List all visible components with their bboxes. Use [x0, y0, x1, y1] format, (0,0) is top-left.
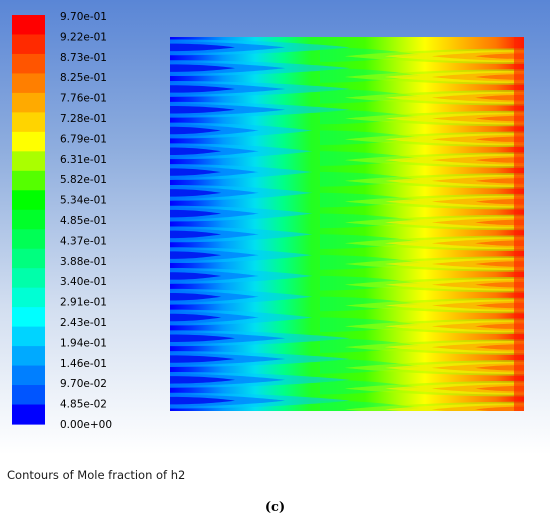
contour-band	[170, 251, 222, 259]
contour-band	[475, 219, 524, 226]
colorbar-tick-label: 0.00e+00	[60, 419, 112, 431]
contour-band	[475, 344, 524, 350]
colorbar-tick-label: 2.91e-01	[60, 297, 107, 309]
colorbar-tick-label: 8.25e-01	[60, 72, 107, 84]
contour-band	[170, 64, 235, 72]
contour-band	[170, 43, 235, 52]
colorbar-swatch	[12, 34, 45, 55]
colorbar-tick-label: 9.22e-01	[60, 31, 107, 43]
colorbar-tick-label: 4.37e-01	[60, 235, 107, 247]
contour-band	[475, 115, 524, 122]
colorbar-tick-label: 9.70e-01	[60, 11, 107, 23]
contour-band	[475, 53, 524, 60]
contour-band	[475, 365, 524, 371]
colorbar-tick-label: 4.85e-01	[60, 215, 107, 227]
contour-band	[475, 261, 524, 267]
contour-band	[170, 189, 222, 197]
colorbar-swatch	[12, 287, 45, 308]
contour-band	[170, 168, 222, 176]
colorbar-swatch	[12, 268, 45, 289]
colorbar-tick-label: 9.70e-02	[60, 378, 107, 390]
colorbar-tick-label: 3.40e-01	[60, 276, 107, 288]
contour-band	[170, 209, 222, 218]
contour-band	[170, 313, 222, 322]
contour-band	[475, 281, 524, 288]
colorbar-tick-label: 3.88e-01	[60, 256, 107, 268]
contour-band	[170, 334, 235, 343]
contour-band	[475, 94, 524, 101]
colorbar-swatch	[12, 385, 45, 406]
colorbar-swatch	[12, 170, 45, 191]
contour-plot	[170, 37, 524, 411]
contour-band	[475, 198, 524, 205]
colorbar-swatch	[12, 53, 45, 75]
contour-viewport: 9.70e-01 9.22e-01 8.73e-01 8.25e-01 7.76e-01…	[0, 0, 550, 494]
colorbar-tick-label: 8.73e-01	[60, 52, 107, 64]
colorbar-swatch	[12, 112, 45, 133]
colorbar-swatch	[12, 404, 45, 425]
colorbar-swatch	[12, 190, 45, 211]
colorbar-tick-label: 5.34e-01	[60, 195, 107, 207]
colorbar-swatch	[12, 209, 45, 230]
contour-band	[170, 147, 222, 156]
contour-band	[170, 126, 222, 135]
colorbar-swatch	[12, 15, 45, 36]
colorbar-tick-label: 6.79e-01	[60, 133, 107, 145]
contour-band	[514, 37, 524, 411]
colorbar-swatch	[12, 151, 45, 172]
contour-band	[170, 85, 235, 93]
contour-band	[475, 323, 524, 330]
contour-band	[170, 105, 235, 114]
colorbar-swatch	[12, 131, 45, 152]
contour-band	[475, 178, 524, 184]
colorbar-swatch	[12, 248, 45, 269]
contour-band	[475, 157, 524, 163]
colorbar-tick-label: 1.46e-01	[60, 358, 107, 370]
contour-band	[170, 272, 222, 280]
contour-band	[475, 302, 524, 309]
contour-band	[475, 406, 524, 411]
colorbar-tick-label: 7.28e-01	[60, 113, 107, 125]
contour-band	[475, 74, 524, 80]
contour-band	[170, 396, 235, 405]
contour-band	[170, 230, 222, 239]
colorbar: 9.70e-01 9.22e-01 8.73e-01 8.25e-01 7.76e-01…	[12, 11, 112, 431]
panel-label: (c)	[264, 500, 286, 515]
colorbar-tick-label: 7.76e-01	[60, 93, 107, 105]
contour-band	[475, 240, 524, 247]
colorbar-swatch	[12, 229, 45, 250]
colorbar-swatch	[12, 346, 45, 367]
colorbar-swatch	[12, 365, 45, 386]
colorbar-tick-label: 4.85e-02	[60, 399, 107, 411]
contour-band	[475, 385, 524, 392]
colorbar-tick-label: 6.31e-01	[60, 154, 107, 166]
colorbar-swatch	[12, 92, 45, 113]
colorbar-swatch	[12, 326, 45, 347]
colorbar-swatch	[12, 73, 45, 94]
colorbar-tick-label: 2.43e-01	[60, 317, 107, 329]
contour-band	[475, 136, 524, 143]
contour-band	[170, 292, 222, 301]
plot-caption: Contours of Mole fraction of h2	[7, 468, 186, 482]
colorbar-swatch	[12, 307, 45, 328]
colorbar-tick-label: 1.94e-01	[60, 337, 107, 349]
colorbar-tick-label: 5.82e-01	[60, 174, 107, 186]
contour-band	[170, 355, 235, 363]
contour-band	[170, 376, 235, 384]
